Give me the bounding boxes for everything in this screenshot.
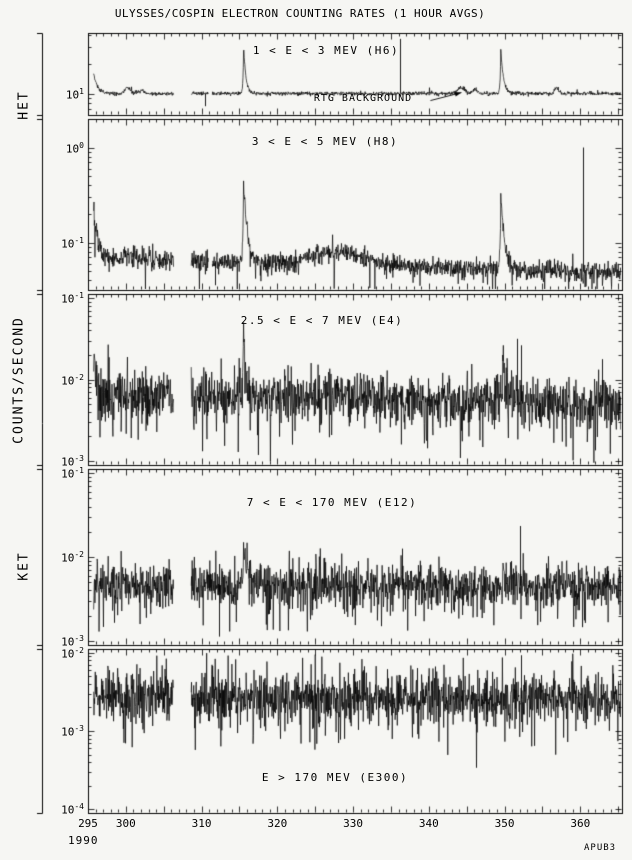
- y-tick-label: 10-3: [61, 724, 84, 739]
- x-tick-label: 350: [494, 817, 515, 830]
- y-tick-label: 10-1: [61, 466, 84, 481]
- x-tick-label: 310: [191, 817, 212, 830]
- axis-group-label-ket: KET: [16, 551, 32, 581]
- y-tick-label: 10-1: [61, 235, 84, 251]
- y-tick-label: 10-3: [61, 633, 84, 649]
- y-tick-label: 10-1: [61, 291, 84, 306]
- x-tick-label: 340: [418, 817, 439, 830]
- panel-label-e4: 2.5 < E < 7 MEV (E4): [240, 314, 404, 327]
- panel-label-h8: 3 < E < 5 MEV (H8): [251, 135, 399, 148]
- y-tick-label: 10-3: [61, 453, 84, 469]
- x-tick-label: 295: [78, 817, 98, 830]
- x-tick-label: 330: [343, 817, 364, 830]
- y-tick-label: 100: [65, 140, 84, 156]
- y-tick-label: 10-4: [61, 802, 84, 817]
- x-tick-label: 300: [115, 817, 136, 830]
- rtg-background-annotation: RTG BACKGROUND: [313, 93, 413, 104]
- y-tick-label: 101: [65, 86, 84, 102]
- y-tick-label: 10-2: [61, 550, 84, 565]
- x-tick-label: 320: [267, 817, 288, 830]
- panel-label-e12: 7 < E < 170 MEV (E12): [246, 496, 418, 509]
- chart-title: ULYSSES/COSPIN ELECTRON COUNTING RATES (…: [114, 7, 486, 20]
- panel-label-h6: 1 < E < 3 MEV (H6): [252, 44, 400, 57]
- x-tick-label: 360: [570, 817, 591, 830]
- y-tick-label: 10-2: [61, 372, 84, 388]
- y-axis-label: COUNTS/SECOND: [11, 316, 27, 444]
- figure-id-label: APUB3: [584, 843, 617, 853]
- panel-label-e300: E > 170 MEV (E300): [261, 771, 409, 784]
- y-tick-label: 10-2: [61, 645, 84, 661]
- axis-group-label-het: HET: [16, 90, 32, 120]
- x-axis-year-label: 1990: [68, 834, 99, 847]
